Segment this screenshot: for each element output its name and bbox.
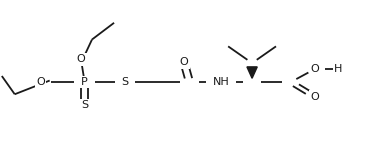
Text: O: O (310, 64, 319, 74)
Text: S: S (121, 77, 129, 87)
Text: O: O (310, 92, 319, 102)
Polygon shape (247, 67, 257, 78)
Text: NH: NH (212, 77, 229, 87)
Text: O: O (180, 57, 188, 67)
Text: H: H (335, 64, 343, 74)
Text: P: P (81, 77, 88, 87)
Text: O: O (77, 54, 85, 64)
Text: O: O (36, 77, 45, 87)
Text: S: S (81, 100, 88, 110)
